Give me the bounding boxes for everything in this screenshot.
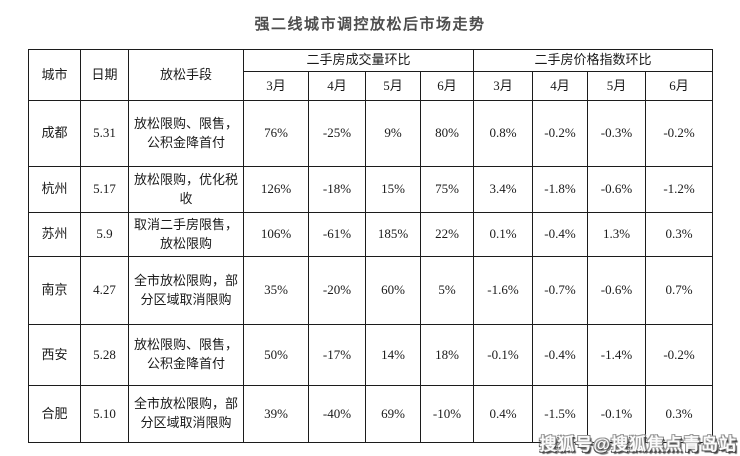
group-header-price: 二手房价格指数环比 — [473, 49, 714, 72]
city-cell: 南京 — [28, 256, 81, 325]
price-mar-cell: 0.4% — [473, 385, 534, 443]
volume-apr-cell: -20% — [308, 256, 366, 325]
city-cell: 苏州 — [28, 212, 81, 257]
col-header-date: 日期 — [80, 49, 129, 101]
price-mar-cell: 3.4% — [473, 166, 534, 213]
table-row-nanjing: 南京 4.27 全市放松限购，部分区域取消限购 35% -20% 60% 5% … — [28, 256, 714, 325]
price-mar-cell: 0.1% — [473, 212, 534, 257]
price-apr-cell: -1.8% — [532, 166, 589, 213]
date-cell: 5.9 — [80, 212, 129, 257]
month-header-volume-jun: 6月 — [419, 71, 475, 101]
measures-cell: 取消二手房限售，放松限购 — [128, 212, 244, 257]
price-may-cell: -0.3% — [587, 100, 647, 167]
volume-mar-cell: 106% — [243, 212, 309, 257]
price-jun-cell: 0.3% — [645, 212, 714, 257]
month-header-price-may: 5月 — [587, 71, 647, 101]
month-header-price-apr: 4月 — [532, 71, 589, 101]
volume-apr-cell: -17% — [308, 324, 366, 386]
market-trend-table: 城市 日期 放松手段 二手房成交量环比 二手房价格指数环比 3月 4月 5月 6… — [28, 49, 714, 443]
volume-mar-cell: 76% — [243, 100, 309, 167]
group-header-volume: 二手房成交量环比 — [242, 49, 475, 72]
volume-jun-cell: 80% — [419, 100, 475, 167]
volume-mar-cell: 35% — [243, 256, 309, 325]
price-may-cell: -0.1% — [587, 385, 647, 443]
measures-cell: 全市放松限购，部分区域取消限购 — [128, 385, 244, 443]
price-mar-cell: 0.8% — [473, 100, 534, 167]
measures-cell: 放松限购、限售，公积金降首付 — [128, 100, 244, 167]
measures-cell: 放松限购、限售，公积金降首付 — [128, 324, 244, 386]
volume-may-cell: 15% — [365, 166, 421, 213]
month-header-price-mar: 3月 — [473, 71, 534, 101]
price-apr-cell: -1.5% — [532, 385, 589, 443]
date-cell: 5.17 — [80, 166, 129, 213]
table-row-xian: 西安 5.28 放松限购、限售，公积金降首付 50% -17% 14% 18% … — [28, 324, 714, 386]
volume-jun-cell: 22% — [419, 212, 475, 257]
date-cell: 4.27 — [80, 256, 129, 325]
volume-may-cell: 69% — [365, 385, 421, 443]
volume-may-cell: 185% — [365, 212, 421, 257]
volume-jun-cell: 75% — [419, 166, 475, 213]
sohu-watermark: 搜狐号@搜狐焦点青岛站 — [539, 435, 737, 454]
volume-mar-cell: 50% — [243, 324, 309, 386]
city-cell: 合肥 — [28, 385, 81, 443]
volume-mar-cell: 126% — [243, 166, 309, 213]
city-cell: 杭州 — [28, 166, 81, 213]
city-cell: 西安 — [28, 324, 81, 386]
table-row-chengdu: 成都 5.31 放松限购、限售，公积金降首付 76% -25% 9% 80% 0… — [28, 100, 714, 167]
volume-jun-cell: -10% — [419, 385, 475, 443]
date-cell: 5.31 — [80, 100, 129, 167]
price-mar-cell: -1.6% — [473, 256, 534, 325]
price-jun-cell: 0.7% — [645, 256, 714, 325]
city-cell: 成都 — [28, 100, 81, 167]
volume-jun-cell: 5% — [419, 256, 475, 325]
volume-apr-cell: -18% — [308, 166, 366, 213]
volume-may-cell: 60% — [365, 256, 421, 325]
month-header-volume-apr: 4月 — [308, 71, 366, 101]
col-header-city: 城市 — [28, 49, 81, 101]
price-apr-cell: -0.7% — [532, 256, 589, 325]
volume-mar-cell: 39% — [243, 385, 309, 443]
price-jun-cell: -0.2% — [645, 100, 714, 167]
volume-apr-cell: -61% — [308, 212, 366, 257]
measures-cell: 放松限购，优化税收 — [128, 166, 244, 213]
volume-may-cell: 9% — [365, 100, 421, 167]
price-apr-cell: -0.4% — [532, 324, 589, 386]
price-apr-cell: -0.4% — [532, 212, 589, 257]
measures-cell: 全市放松限购，部分区域取消限购 — [128, 256, 244, 325]
volume-apr-cell: -25% — [308, 100, 366, 167]
price-may-cell: -0.6% — [587, 256, 647, 325]
price-may-cell: 1.3% — [587, 212, 647, 257]
price-apr-cell: -0.2% — [532, 100, 589, 167]
price-jun-cell: -1.2% — [645, 166, 714, 213]
volume-apr-cell: -40% — [308, 385, 366, 443]
volume-jun-cell: 18% — [419, 324, 475, 386]
month-header-volume-mar: 3月 — [243, 71, 309, 101]
date-cell: 5.28 — [80, 324, 129, 386]
table-row-hefei: 合肥 5.10 全市放松限购，部分区域取消限购 39% -40% 69% -10… — [28, 385, 714, 443]
col-header-measures: 放松手段 — [128, 49, 244, 101]
table-row-suzhou: 苏州 5.9 取消二手房限售，放松限购 106% -61% 185% 22% 0… — [28, 212, 714, 257]
price-may-cell: -1.4% — [587, 324, 647, 386]
price-mar-cell: -0.1% — [473, 324, 534, 386]
month-header-volume-may: 5月 — [365, 71, 421, 101]
price-jun-cell: -0.2% — [645, 324, 714, 386]
table-row-hangzhou: 杭州 5.17 放松限购，优化税收 126% -18% 15% 75% 3.4%… — [28, 166, 714, 213]
price-jun-cell: 0.3% — [645, 385, 714, 443]
volume-may-cell: 14% — [365, 324, 421, 386]
date-cell: 5.10 — [80, 385, 129, 443]
month-header-price-jun: 6月 — [645, 71, 714, 101]
price-may-cell: -0.6% — [587, 166, 647, 213]
page-title: 强二线城市调控放松后市场走势 — [254, 16, 486, 33]
